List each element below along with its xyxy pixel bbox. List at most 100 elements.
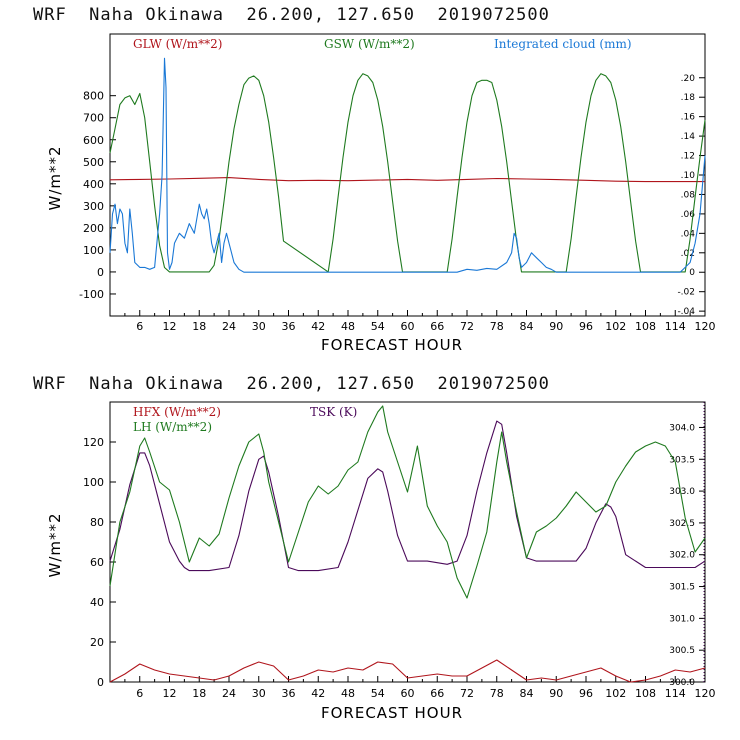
panel-2-x-axis: 6 12 18 24 30 36 42 48 54 60 66 72 78 84 90 96 102 108 114…: [109, 676, 716, 700]
panel-2-series: [109, 405, 706, 683]
y2-tick-label: 0: [689, 268, 695, 278]
x-tick-label: 48: [341, 687, 355, 700]
panel-1-plot-frame: [109, 33, 706, 317]
x-tick-label: 30: [252, 320, 266, 333]
panel-2-header: WRF Naha Okinawa 26.200, 127.650 2019072…: [33, 374, 550, 394]
x-tick-label: 72: [460, 320, 474, 333]
x-tick-label: 84: [520, 320, 534, 333]
y2-tick-label: -.02: [677, 288, 695, 298]
x-tick-label: 108: [635, 687, 656, 700]
panel-1-x-axis-label: FORECAST HOUR: [321, 336, 463, 354]
y2-tick-label: .10: [681, 171, 696, 181]
series-line-tsk: [109, 420, 706, 572]
y-tick-label: 700: [83, 112, 104, 125]
x-tick-label: 60: [401, 320, 415, 333]
x-tick-label: 24: [222, 320, 236, 333]
series-line-integrated: [109, 57, 706, 273]
y2-tick-label: .16: [681, 113, 696, 123]
x-tick-label: 96: [579, 687, 593, 700]
y-tick-label: 400: [83, 178, 104, 191]
panel-1-x-axis: 6 12 18 24 30 36 42 48 54 60 66 72 78 84 90 96 102 108 114…: [109, 310, 716, 333]
y-tick-label: 800: [83, 90, 104, 103]
y2-tick-label: 304.0: [669, 423, 695, 433]
y2-tick-label: -.04: [677, 307, 695, 317]
x-tick-label: 120: [695, 320, 716, 333]
series-line-gsw: [109, 73, 706, 273]
x-tick-label: 66: [430, 320, 444, 333]
x-tick-label: 6: [136, 687, 143, 700]
panel-1-series: [109, 57, 706, 273]
y2-tick-label: 303.5: [669, 455, 695, 465]
y2-tick-label: .12: [681, 152, 695, 162]
x-tick-label: 60: [401, 687, 415, 700]
legend-cloud: Integrated cloud (mm): [494, 37, 632, 51]
x-tick-label: 114: [665, 687, 686, 700]
x-tick-label: 18: [192, 320, 206, 333]
x-tick-label: 90: [549, 320, 563, 333]
x-tick-label: 96: [579, 320, 593, 333]
x-tick-label: 108: [635, 320, 656, 333]
y2-tick-label: 302.5: [669, 519, 695, 529]
y-tick-label: -100: [79, 288, 104, 301]
y-tick-label: 0: [97, 676, 104, 689]
y-tick-label: 80: [90, 516, 104, 529]
panel-2-plot-frame: [109, 401, 706, 683]
legend-glw: GLW (W/m**2): [133, 37, 222, 51]
y2-tick-label: .06: [681, 210, 696, 220]
y2-tick-label: .20: [681, 74, 696, 84]
x-tick-label: 36: [282, 687, 296, 700]
x-tick-label: 12: [163, 687, 177, 700]
y-tick-label: 40: [90, 596, 104, 609]
y-tick-label: 100: [83, 476, 104, 489]
legend-hfx: HFX (W/m**2): [133, 405, 221, 419]
panel-1-right-axis: .20.18.16.14.12.10.08.06.04.020-.02-.04: [677, 74, 705, 317]
series-line-glw: [109, 177, 705, 183]
y2-tick-label: 303.0: [669, 487, 695, 497]
panel-1-y-axis: -100 0 100 200 300 400 500 600 700 800: [79, 90, 116, 301]
x-tick-label: 30: [252, 687, 266, 700]
x-tick-label: 18: [192, 687, 206, 700]
panel-2: WRF Naha Okinawa 26.200, 127.650 2019072…: [33, 374, 716, 722]
panel-2-x-axis-label: FORECAST HOUR: [321, 704, 463, 722]
y2-tick-label: 300.5: [669, 646, 695, 656]
y-tick-label: 200: [83, 222, 104, 235]
x-tick-label: 54: [371, 320, 385, 333]
panel-1: WRF Naha Okinawa 26.200, 127.650 2019072…: [33, 5, 716, 354]
panel-2-y-axis-label: W/m**2: [46, 512, 64, 577]
y2-tick-label: 301.0: [669, 614, 695, 624]
y2-tick-label: .18: [681, 93, 696, 103]
x-tick-label: 72: [460, 687, 474, 700]
y2-tick-label: .14: [681, 132, 696, 142]
x-tick-label: 48: [341, 320, 355, 333]
legend-gsw: GSW (W/m**2): [324, 37, 415, 51]
y-tick-label: 0: [97, 266, 104, 279]
x-tick-label: 66: [430, 687, 444, 700]
y-tick-label: 100: [83, 244, 104, 257]
y2-tick-label: 300.0: [669, 678, 695, 688]
x-tick-label: 42: [311, 687, 325, 700]
x-tick-label: 102: [605, 320, 626, 333]
series-line-hfx: [109, 659, 706, 683]
series-line-lh: [109, 405, 706, 599]
x-tick-label: 24: [222, 687, 236, 700]
x-tick-label: 36: [282, 320, 296, 333]
y-tick-label: 300: [83, 200, 104, 213]
y2-tick-label: 301.5: [669, 583, 695, 593]
y-tick-label: 600: [83, 134, 104, 147]
x-tick-label: 102: [605, 687, 626, 700]
panel-1-y-axis-label: W/m**2: [46, 145, 64, 210]
x-tick-label: 78: [490, 320, 504, 333]
y2-tick-label: 302.0: [669, 551, 695, 561]
y-tick-label: 20: [90, 636, 104, 649]
x-tick-label: 54: [371, 687, 385, 700]
panel-2-y-axis: 0 20 40 60 80 100 120: [83, 436, 116, 689]
x-tick-label: 120: [695, 687, 716, 700]
x-tick-label: 78: [490, 687, 504, 700]
x-tick-label: 42: [311, 320, 325, 333]
y2-tick-label: .08: [681, 190, 696, 200]
legend-tsk: TSK (K): [310, 405, 357, 419]
y-tick-label: 120: [83, 436, 104, 449]
panel-2-right-axis: 304.0 303.5 303.0 302.5 302.0 301.5 301.0 300.5…: [669, 402, 705, 688]
y-tick-label: 500: [83, 156, 104, 169]
